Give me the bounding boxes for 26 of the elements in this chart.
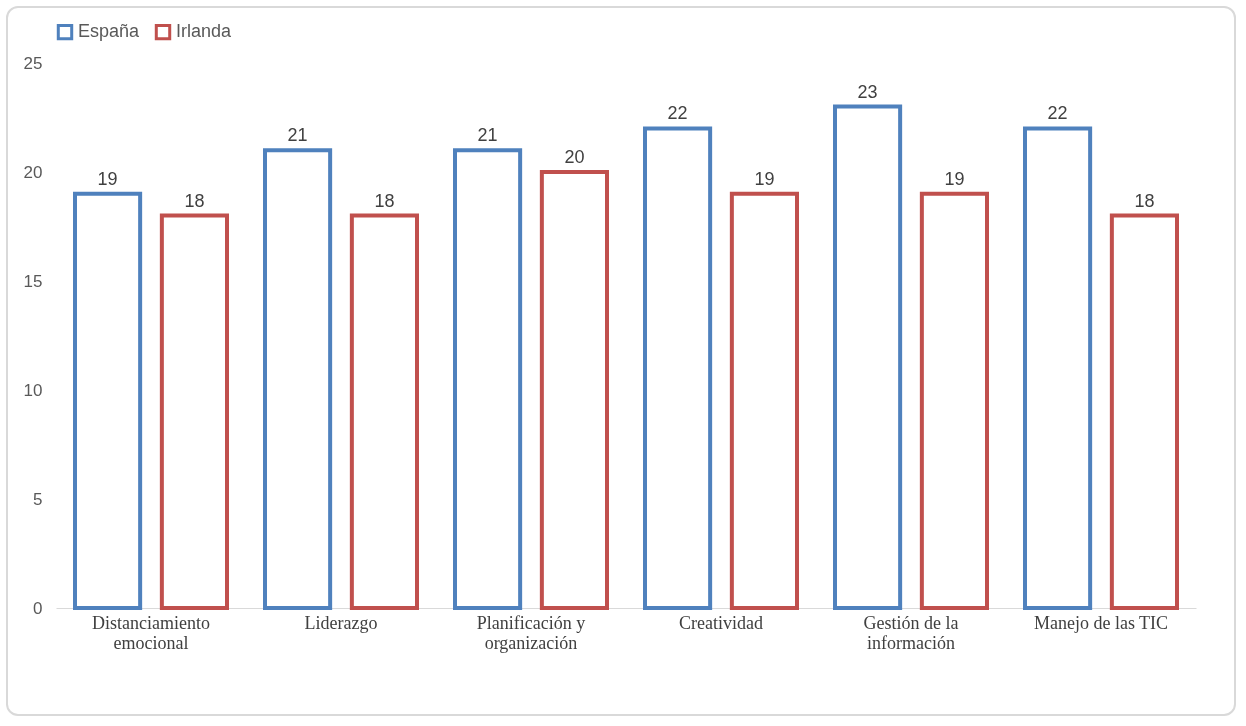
x-tick-label: Liderazgo bbox=[304, 612, 378, 633]
y-tick-label: 10 bbox=[23, 380, 43, 400]
x-tick-label: Manejo de las TIC bbox=[1033, 612, 1169, 633]
data-label: 21 bbox=[287, 125, 308, 146]
y-tick-label: 20 bbox=[23, 162, 43, 182]
x-tick-label: Gestión de la información bbox=[863, 612, 959, 653]
data-label: 22 bbox=[1047, 103, 1068, 124]
y-tick-label: 5 bbox=[33, 489, 43, 509]
data-label: 22 bbox=[667, 103, 688, 124]
data-label: 18 bbox=[184, 190, 205, 211]
data-label: 19 bbox=[754, 168, 775, 189]
y-tick-label: 15 bbox=[23, 271, 43, 291]
x-tick-label: Planificación y organización bbox=[476, 612, 586, 653]
data-label: 21 bbox=[477, 125, 498, 146]
legend-label: Irlanda bbox=[176, 21, 233, 42]
data-label: 18 bbox=[1134, 190, 1155, 211]
legend-label: España bbox=[78, 21, 141, 42]
x-tick-label: Distanciamiento emocional bbox=[92, 612, 210, 653]
data-label: 18 bbox=[374, 190, 395, 211]
data-label: 19 bbox=[97, 168, 118, 189]
y-tick-label: 25 bbox=[23, 53, 43, 73]
y-tick-label: 0 bbox=[33, 598, 43, 618]
x-tick-label: Creatividad bbox=[679, 612, 763, 633]
data-label: 20 bbox=[564, 147, 585, 167]
data-label: 19 bbox=[944, 168, 965, 189]
data-label: 23 bbox=[857, 81, 878, 102]
